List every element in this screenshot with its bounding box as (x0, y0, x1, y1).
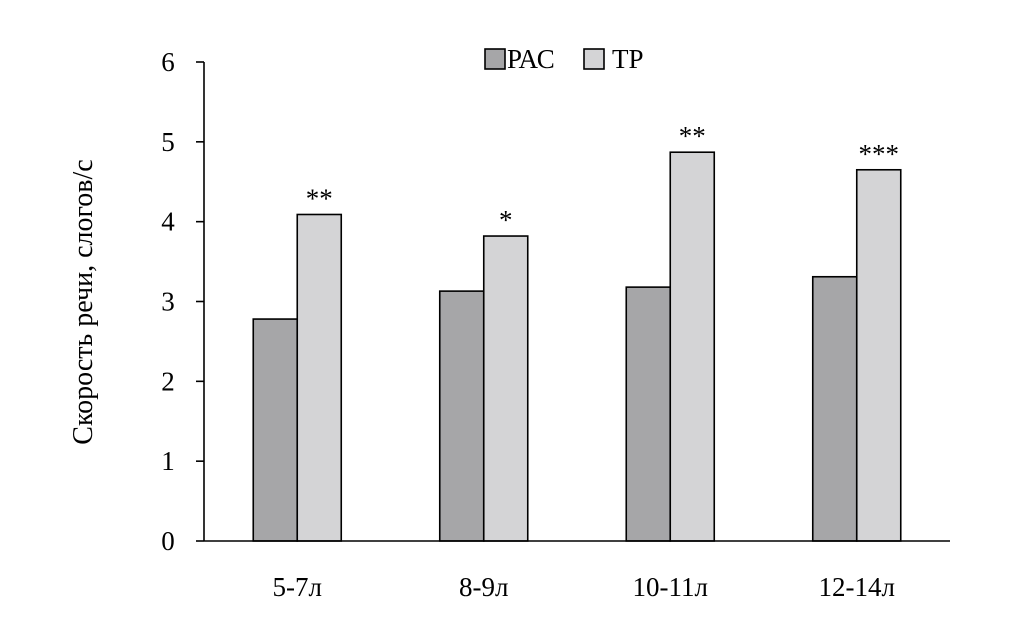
x-tick-label: 12-14л (819, 572, 895, 602)
y-tick-label: 1 (161, 446, 175, 476)
y-tick-label: 5 (161, 127, 175, 157)
significance-annotations: ******** (306, 121, 899, 235)
y-tick-label: 4 (161, 207, 175, 237)
y-axis-label: Скорость речи, слогов/с (68, 159, 99, 444)
bars-group (252, 151, 902, 542)
x-tick-label: 8-9л (459, 572, 508, 602)
bar-series-0 (811, 275, 858, 542)
significance-stars: ** (306, 183, 333, 213)
bar-series-1 (296, 213, 343, 542)
bar-series-0 (438, 290, 485, 542)
x-axis-ticks: 5-7л 8-9л 10-11л 12-14л (273, 572, 895, 602)
bar-series-1 (855, 168, 902, 542)
legend-swatch-0 (484, 48, 506, 70)
y-tick-label: 3 (161, 287, 175, 317)
legend: РАС ТР (484, 44, 644, 74)
x-tick-label: 5-7л (273, 572, 322, 602)
legend-label-0: РАС (507, 44, 555, 74)
y-tick-label: 0 (161, 526, 175, 556)
legend-label-1: ТР (612, 44, 644, 74)
bar-series-0 (625, 286, 672, 542)
bar-series-0 (252, 318, 299, 542)
y-axis-ticks: 0 1 2 3 4 5 6 (161, 47, 204, 556)
significance-stars: *** (859, 139, 900, 169)
y-tick-label: 2 (161, 366, 175, 396)
bar-series-1 (669, 151, 716, 542)
legend-swatch-1 (583, 48, 605, 70)
significance-stars: ** (679, 121, 706, 151)
y-tick-label: 6 (161, 47, 175, 77)
significance-stars: * (499, 205, 513, 235)
x-tick-label: 10-11л (633, 572, 708, 602)
bar-series-1 (482, 235, 529, 542)
